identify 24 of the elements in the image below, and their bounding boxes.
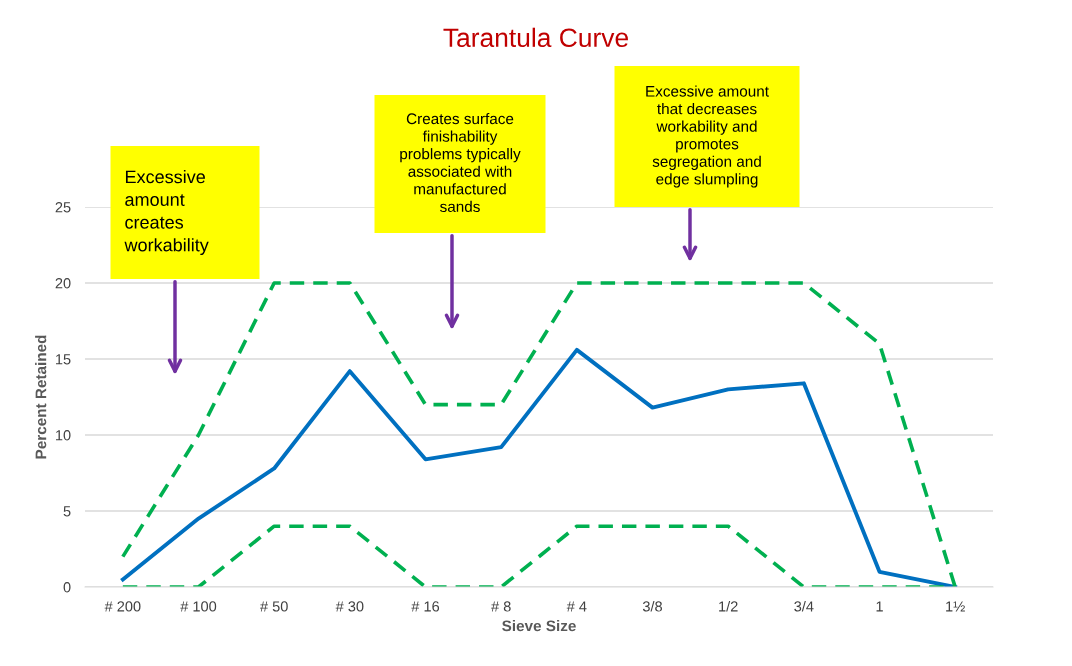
x-tick-label: # 200	[104, 601, 141, 612]
x-tick-label: 3/8	[642, 600, 662, 612]
y-tick-label: 25	[55, 202, 71, 213]
y-tick-label: 15	[56, 354, 71, 365]
x-tick-label: 3/4	[794, 600, 814, 612]
x-tick-label: # 30	[335, 601, 364, 612]
x-tick-label: # 100	[180, 601, 217, 612]
y-tick-label: 20	[55, 278, 71, 289]
x-tick-label: # 8	[491, 601, 511, 612]
y-tick-label: 10	[56, 430, 71, 441]
x-tick-label: # 4	[566, 601, 587, 612]
annotation: Creates surface finishability problems typically associated with manufactured sands	[400, 112, 521, 213]
annotation: Excessive amount creates workability	[124, 170, 209, 255]
chart-title: Tarantula Curve	[443, 27, 628, 48]
x-tick-label: # 50	[260, 601, 288, 612]
y-axis-title: Percent Retained	[35, 335, 47, 459]
x-tick-label: 1/2	[719, 600, 738, 612]
x-tick-label: 1	[876, 601, 883, 612]
x-tick-label: # 16	[411, 601, 440, 612]
x-axis-title: Sieve Size	[502, 620, 576, 632]
y-tick-label: 0	[63, 582, 71, 593]
x-tick-label: 1½	[946, 601, 965, 612]
text: Excessive amount that decreases workability and promotes segregation and edge slumpling	[646, 85, 769, 188]
y-tick-label: 5	[63, 506, 71, 517]
